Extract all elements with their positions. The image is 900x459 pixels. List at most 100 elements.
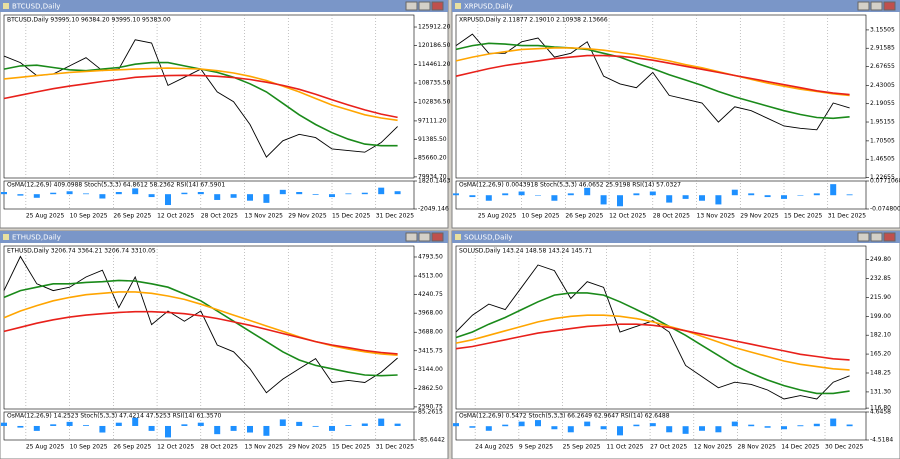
price-line [3, 310, 398, 355]
price-line [455, 314, 850, 371]
x-tick-label: 25 Aug 2025 [478, 213, 517, 220]
osma-bar [345, 425, 352, 426]
price-line [455, 47, 850, 97]
y-tick-label: 79934.70 [418, 173, 447, 180]
x-tick-label: 12 Nov 2025 [694, 444, 733, 451]
y-tick-label: 3144.00 [418, 366, 443, 373]
x-tick-label: 28 Nov 2025 [738, 444, 777, 451]
osma-bar [682, 426, 689, 434]
osma-bar [764, 426, 771, 428]
osma-bar [115, 422, 122, 426]
osma-bar [296, 421, 303, 426]
osma-bar [361, 192, 368, 195]
window-min-button[interactable] [857, 232, 870, 242]
chart-header: ETHUSD,Daily 3206.74 3364.21 3206.74 331… [7, 248, 156, 255]
osma-bar [469, 195, 476, 198]
window-max-button[interactable] [870, 232, 883, 242]
indicator-tick-label: -0.0748009 [870, 206, 900, 213]
y-tick-label: 165.20 [870, 351, 891, 358]
chart-header: BTCUSD,Daily 93995.10 96384.20 93995.10 … [7, 17, 171, 24]
y-tick-label: 199.00 [870, 313, 891, 320]
window-max-button[interactable] [418, 232, 431, 242]
osma-bar [214, 194, 221, 200]
y-tick-label: 249.80 [870, 256, 891, 263]
indicator-frame [3, 411, 415, 441]
window-close-button[interactable] [883, 232, 896, 242]
osma-bar [600, 195, 607, 205]
osma-bar [535, 420, 541, 427]
osma-bar [50, 424, 57, 426]
y-tick-label: 108735.50 [418, 80, 451, 87]
osma-bar [830, 184, 837, 196]
osma-bar [329, 425, 335, 431]
y-tick-label: 91385.50 [418, 136, 447, 143]
x-tick-label: 28 Oct 2025 [653, 213, 690, 220]
y-tick-label: 215.90 [870, 294, 891, 301]
osma-bar [830, 418, 837, 427]
osma-bar [584, 187, 591, 196]
indicator-tick-label: -2049.146 [418, 206, 449, 213]
window-close-button[interactable] [431, 232, 444, 242]
title-bar [452, 231, 900, 243]
osma-bar [361, 423, 368, 426]
x-tick-label: 29 Nov 2025 [740, 213, 779, 220]
osma-bar [797, 195, 804, 196]
x-tick-label: 13 Nov 2025 [697, 213, 736, 220]
indicator-tick-label: 0.0771068 [870, 178, 900, 185]
x-tick-label: 28 Oct 2025 [201, 213, 238, 220]
price-line [3, 255, 398, 394]
y-tick-label: 3.15505 [870, 26, 895, 33]
osma-bar [165, 425, 171, 438]
osma-bar [666, 426, 673, 433]
osma-bar [699, 426, 705, 431]
window-max-button[interactable] [870, 1, 883, 11]
osma-bar [329, 194, 335, 198]
plot-frame [3, 14, 415, 179]
y-tick-label: 4240.75 [418, 291, 443, 298]
osma-bar [247, 194, 253, 201]
osma-bar [83, 425, 89, 426]
price-line [455, 323, 850, 361]
y-tick-label: 2.91585 [870, 45, 895, 52]
y-tick-label: 4793.50 [418, 253, 443, 260]
y-tick-label: 3415.75 [418, 347, 443, 354]
window-title: XRPUSD,Daily [464, 3, 513, 11]
osma-bar [230, 425, 237, 431]
osma-bar [312, 425, 319, 427]
osma-bar [699, 195, 705, 201]
window-title: SOLUSD,Daily [464, 234, 512, 242]
y-tick-label: 85660.20 [418, 155, 447, 162]
price-line [455, 42, 850, 120]
y-tick-label: 97111.20 [418, 117, 447, 124]
indicator-label: OsMA(12,26,9) 14.2523 Stoch(5,3,3) 47.42… [7, 413, 222, 420]
osma-bar [518, 421, 525, 427]
osma-bar [279, 419, 286, 426]
chart-header: XRPUSD,Daily 2.11877 2.19010 2.10938 2.1… [459, 17, 608, 24]
x-tick-label: 13 Nov 2025 [245, 213, 284, 220]
window-frame [0, 0, 449, 229]
chart-window: ETHUSD,Daily 25 Aug 2025 10 Sep 2025 26 Sep… [0, 230, 449, 459]
window-min-button[interactable] [405, 1, 418, 11]
x-tick-label: 27 Oct 2025 [650, 444, 687, 451]
y-tick-label: 4513.00 [418, 273, 443, 280]
osma-bar [551, 195, 558, 201]
window-min-button[interactable] [857, 1, 870, 11]
osma-bar [165, 194, 171, 206]
osma-bar [649, 423, 656, 427]
osma-bar [312, 194, 319, 195]
window-min-button[interactable] [405, 232, 418, 242]
window-close-button[interactable] [883, 1, 896, 11]
osma-bar [813, 193, 820, 196]
indicator-tick-label: 4.6458 [870, 409, 891, 416]
window-close-button[interactable] [431, 1, 444, 11]
y-tick-label: 148.25 [870, 369, 891, 376]
x-tick-label: 15 Dec 2025 [332, 444, 371, 451]
osma-bar [453, 193, 459, 196]
osma-bar [148, 425, 155, 431]
osma-bar [1, 192, 7, 195]
window-icon [3, 3, 9, 9]
osma-bar [197, 192, 204, 195]
osma-bar [33, 194, 40, 198]
window-max-button[interactable] [418, 1, 431, 11]
